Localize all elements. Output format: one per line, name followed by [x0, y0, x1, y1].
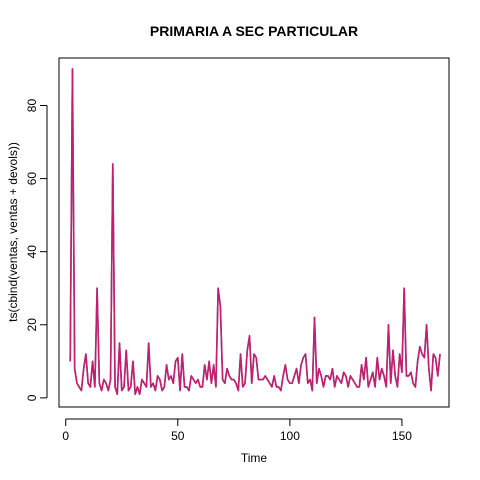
y-tick-label: 60 [25, 172, 39, 186]
x-tick-label: 50 [171, 429, 185, 443]
x-tick-label: 100 [280, 429, 300, 443]
x-tick-label: 150 [392, 429, 412, 443]
x-axis-label: Time [241, 451, 268, 465]
x-axis: 0 50 100 150 [62, 418, 412, 443]
series-line-ventas [69, 68, 441, 396]
series-layer [69, 68, 441, 396]
y-axis: 0 20 40 60 80 [25, 99, 48, 401]
series-line-ventas-plus-devols [69, 68, 441, 396]
plot-frame [58, 57, 450, 408]
y-tick-label: 20 [25, 318, 39, 332]
y-tick-label: 0 [25, 394, 39, 401]
y-axis-label: ts(cbind(ventas, ventas + devols)) [6, 142, 20, 322]
chart-title: PRIMARIA A SEC PARTICULAR [150, 23, 358, 39]
y-tick-label: 80 [25, 99, 39, 113]
y-tick-label: 40 [25, 245, 39, 259]
x-tick-label: 0 [62, 429, 69, 443]
